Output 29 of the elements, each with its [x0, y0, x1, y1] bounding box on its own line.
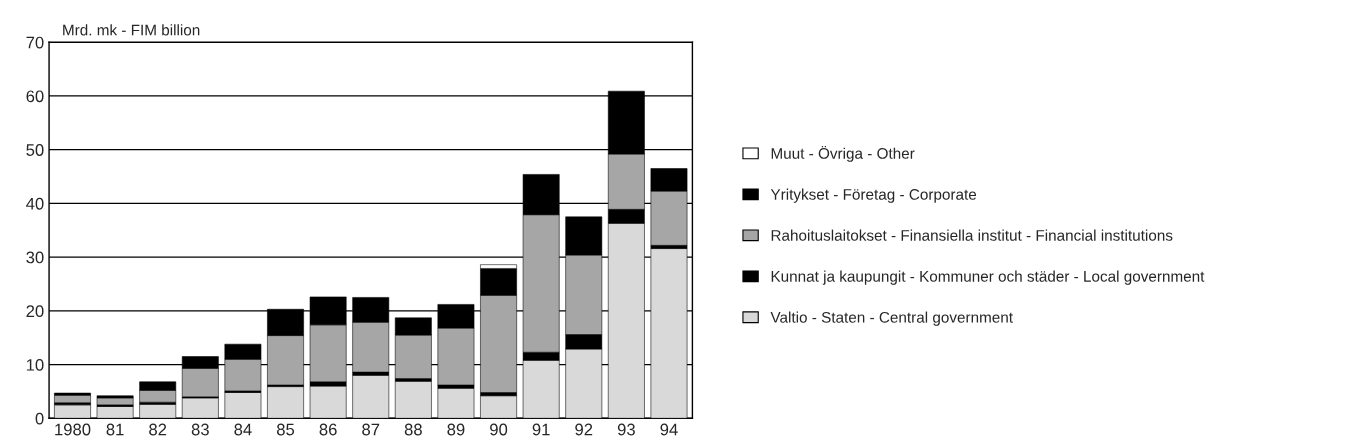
legend-label: Valtio - Staten - Central government — [770, 311, 1013, 326]
y-tick-label: 0 — [35, 412, 44, 425]
x-tick-label: 91 — [532, 423, 550, 436]
y-tick-label: 60 — [26, 90, 44, 103]
x-tick-label: 88 — [404, 423, 422, 436]
x-tick-label: 82 — [149, 423, 167, 436]
y-tick-label: 20 — [26, 305, 44, 318]
y-tick-label: 30 — [26, 251, 44, 264]
x-tick-label: 83 — [191, 423, 209, 436]
x-tick-label: 86 — [319, 423, 337, 436]
x-tick-label: 84 — [234, 423, 252, 436]
x-tick-label: 87 — [362, 423, 380, 436]
x-tick-label: 90 — [490, 423, 508, 436]
x-tick-label: 94 — [660, 423, 678, 436]
legend-label: Rahoituslaitokset - Finansiella institut - Financial institutions — [771, 229, 1173, 241]
x-tick-label: 89 — [447, 423, 465, 436]
y-tick-label: 70 — [26, 36, 44, 49]
y-tick-label: 40 — [26, 197, 44, 210]
y-axis-title: Mrd. mk - FIM billion — [63, 24, 200, 36]
legend-label: Kunnat ja kaupungit - Kommuner och städer - Local government — [771, 270, 1205, 285]
legend-label: Muut - Övriga - Other — [771, 145, 915, 162]
x-tick-label: 93 — [617, 423, 635, 436]
x-tick-label: 92 — [575, 423, 593, 436]
x-tick-label: 1980 — [55, 423, 91, 436]
legend-label: Yritykset - Företag - Corporate — [770, 188, 977, 203]
y-tick-label: 50 — [26, 144, 44, 156]
x-tick-label: 81 — [106, 423, 124, 436]
x-tick-label: 85 — [276, 423, 295, 436]
y-tick-label: 10 — [26, 358, 44, 371]
